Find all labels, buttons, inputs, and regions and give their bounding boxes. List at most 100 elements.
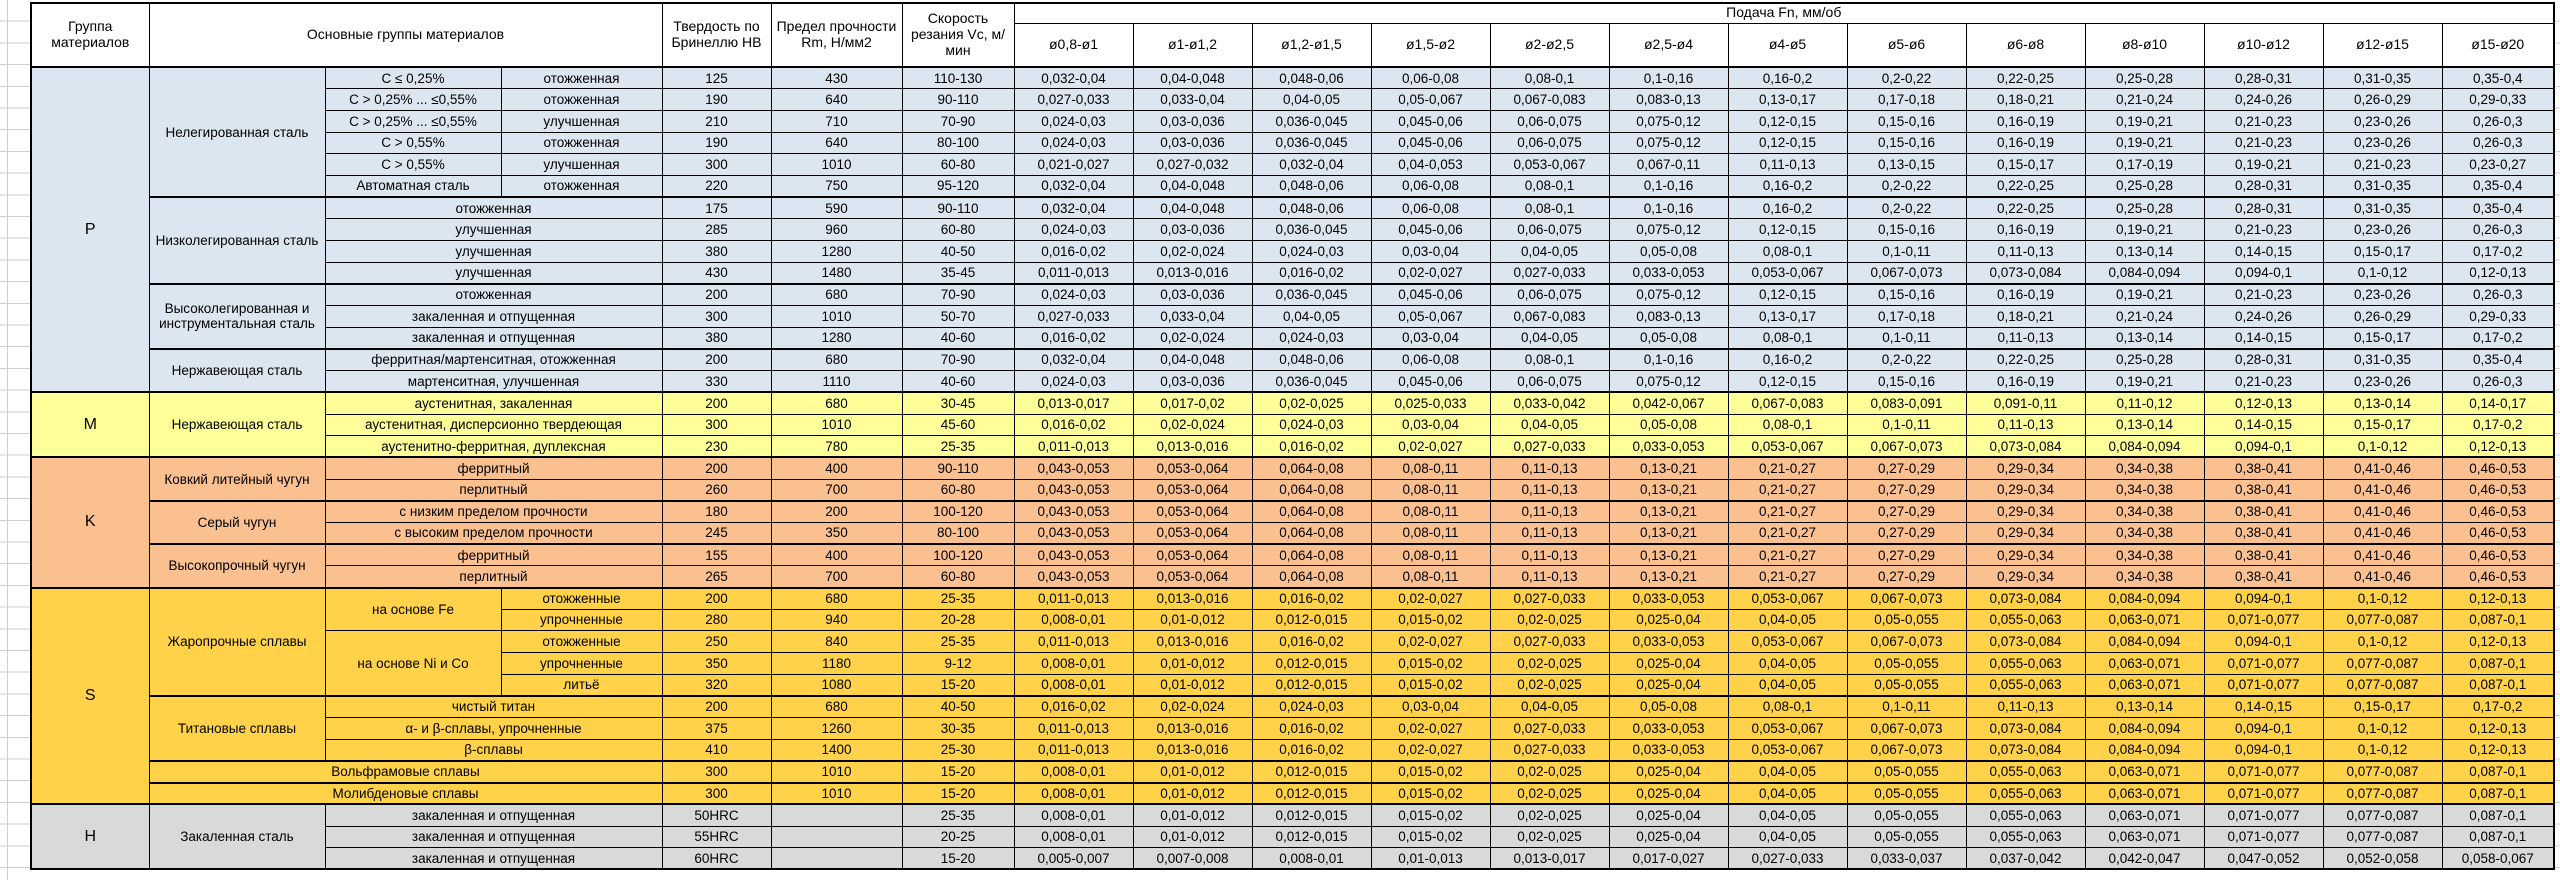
speed-cell: 50-70 [901,305,1015,328]
feed-cell: 0,053-0,067 [1727,717,1848,740]
material-cell: Закаленная сталь [148,803,326,870]
feed-cell: 0,11-0,13 [1489,565,1610,588]
feed-cell: 0,045-0,06 [1370,282,1491,307]
feed-cell: 0,04-0,048 [1132,196,1253,220]
feed-cell: 0,084-0,094 [2084,738,2205,762]
feed-cell: 0,087-0,1 [2441,781,2555,805]
feed-cell: 0,091-0,11 [1965,391,2086,415]
material-cell: Ковкий литейный чугун [148,456,326,502]
strength-cell: 430 [770,66,903,90]
strength-cell: 1010 [770,413,903,437]
feed-cell: 0,16-0,19 [1965,131,2086,155]
feed-cell: 0,13-0,14 [2084,240,2205,263]
feed-cell: 0,053-0,064 [1132,499,1253,523]
feed-cell: 0,2-0,22 [1846,174,1967,198]
feed-cell: 0,21-0,23 [2322,153,2443,176]
feed-cell: 0,03-0,036 [1132,218,1253,241]
feed-cell: 0,06-0,075 [1489,282,1610,307]
feed-cell: 0,064-0,08 [1251,521,1372,545]
material-cell: отожженная [500,88,663,111]
material-cell: Жаропрочные сплавы [148,586,326,697]
feed-cell: 0,024-0,03 [1013,131,1134,155]
feed-cell: 0,03-0,036 [1132,282,1253,307]
hardness-cell: 245 [661,521,772,545]
material-cell: отожженная [324,282,663,307]
hardness-cell: 430 [661,261,772,285]
strength-cell: 1080 [770,673,903,697]
feed-cell: 0,13-0,21 [1608,565,1729,588]
feed-cell: 0,27-0,29 [1846,478,1967,502]
feed-cell: 0,03-0,04 [1370,694,1491,719]
header-feed: Подача Fn, мм/об [1013,2,2555,24]
feed-cell: 0,16-0,2 [1727,347,1848,372]
material-cell: аустенитная, закаленная [324,391,663,415]
feed-cell: 0,15-0,17 [2322,694,2443,719]
material-cell: β-сплавы [324,738,663,762]
group-code-cell: H [30,803,150,870]
feed-cell: 0,055-0,063 [1965,803,2086,827]
speed-cell: 40-60 [901,370,1015,393]
feed-cell: 0,016-0,02 [1251,261,1372,285]
hardness-cell: 175 [661,196,772,220]
feed-cell: 0,02-0,024 [1132,413,1253,437]
material-cell: улучшенная [324,261,663,285]
feed-cell: 0,01-0,012 [1132,673,1253,697]
feed-cell: 0,23-0,26 [2322,282,2443,307]
feed-cell: 0,053-0,064 [1132,565,1253,588]
feed-cell: 0,048-0,06 [1251,66,1372,90]
header-row-diameters: ø0,8-ø1 ø1-ø1,2 ø1,2-ø1,5 ø1,5-ø2 ø2-ø2,5 ø2,… [31,22,2555,68]
feed-cell: 0,23-0,26 [2322,131,2443,155]
group-code-cell: M [30,391,150,458]
speed-cell: 70-90 [901,282,1015,307]
feed-cell: 0,19-0,21 [2084,370,2205,393]
feed-cell: 0,077-0,087 [2322,825,2443,849]
feed-cell: 0,033-0,053 [1608,630,1729,654]
feed-cell: 0,036-0,045 [1251,370,1372,393]
feed-cell: 0,35-0,4 [2441,66,2555,90]
hardness-cell: 180 [661,499,772,523]
hardness-cell: 55HRC [661,825,772,849]
feed-cell: 0,042-0,067 [1608,391,1729,415]
feed-cell: 0,043-0,053 [1013,456,1134,480]
feed-cell: 0,14-0,15 [2203,413,2324,437]
material-cell: мартенситная, улучшенная [324,370,663,393]
hardness-cell: 265 [661,565,772,588]
hardness-cell: 200 [661,282,772,307]
feed-cell: 0,008-0,01 [1013,673,1134,697]
material-cell: чистый титан [324,694,663,719]
hardness-cell: 320 [661,673,772,697]
speed-cell: 30-35 [901,717,1015,740]
strength-cell [770,803,903,827]
hardness-cell: 220 [661,174,772,198]
table-row: на основе Ni и Co отожженные 250 840 25-35 0,… [31,630,2555,697]
feed-cell: 0,094-0,1 [2203,717,2324,740]
feed-cell: 0,053-0,067 [1727,586,1848,610]
feed-cell: 0,05-0,055 [1846,760,1967,784]
feed-cell: 0,13-0,21 [1608,521,1729,545]
feed-cell: 0,23-0,27 [2441,153,2555,176]
hardness-cell: 380 [661,240,772,263]
feed-cell: 0,027-0,033 [1489,435,1610,458]
feed-cell: 0,06-0,075 [1489,370,1610,393]
feed-cell: 0,071-0,077 [2203,608,2324,632]
feed-cell: 0,41-0,46 [2322,565,2443,588]
feed-cell: 0,032-0,04 [1013,174,1134,198]
feed-cell: 0,064-0,08 [1251,499,1372,523]
feed-cell: 0,1-0,11 [1846,240,1967,263]
hardness-cell: 380 [661,326,772,350]
speed-cell: 25-35 [901,803,1015,827]
feed-cell: 0,007-0,008 [1132,847,1253,870]
hardness-cell: 330 [661,370,772,393]
feed-cell: 0,075-0,12 [1608,282,1729,307]
feed-cell: 0,027-0,033 [1489,630,1610,654]
feed-cell: 0,064-0,08 [1251,565,1372,588]
feed-cell: 0,01-0,012 [1132,781,1253,805]
material-cell: перлитный [324,565,663,588]
feed-cell: 0,02-0,027 [1370,738,1491,762]
feed-cell: 0,067-0,083 [1489,305,1610,328]
feed-cell: 0,02-0,024 [1132,326,1253,350]
feed-cell: 0,025-0,04 [1608,760,1729,784]
strength-cell: 1180 [770,652,903,675]
table-row: M Нержавеющая сталь аустенитная, закаленна… [30,391,2555,458]
feed-cell: 0,053-0,067 [1727,435,1848,458]
